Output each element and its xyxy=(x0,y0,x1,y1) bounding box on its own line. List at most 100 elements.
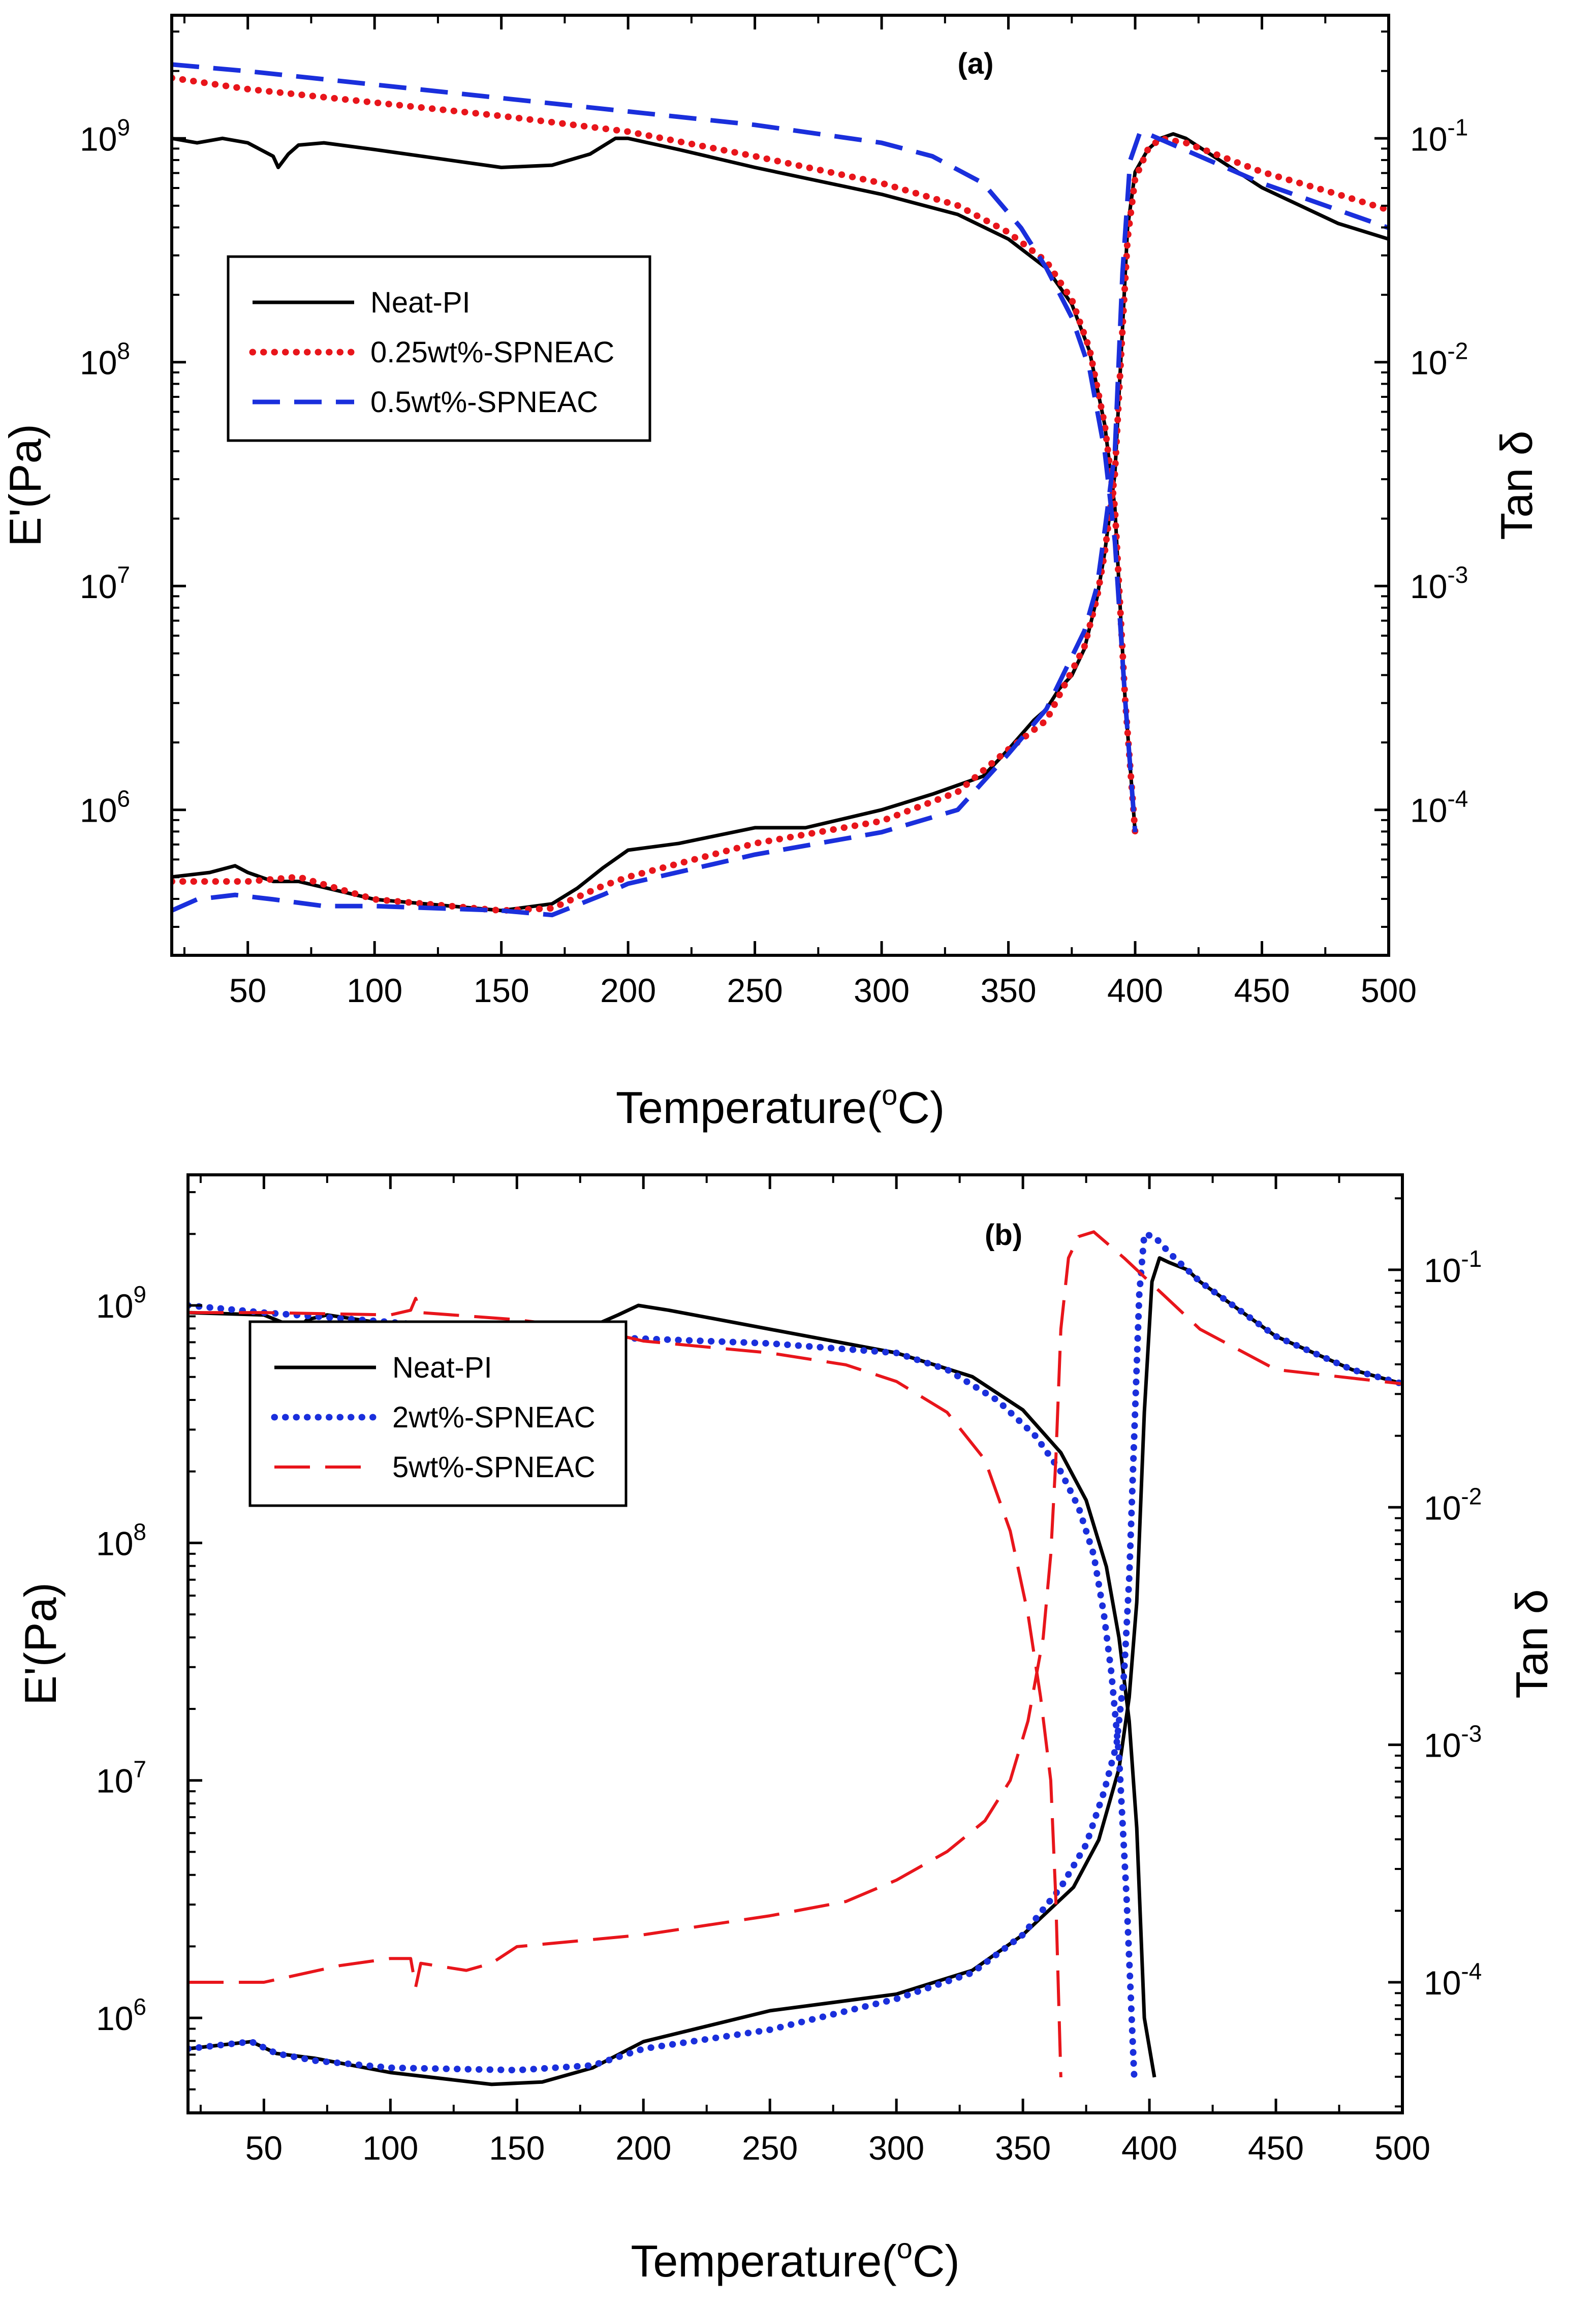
x-tick-label: 150 xyxy=(489,2129,545,2167)
y-tick-label: 107 xyxy=(96,1756,146,1800)
y-tick-base: 10 xyxy=(80,120,117,158)
x-tick-label: 150 xyxy=(474,972,529,1009)
x-tick-label: 50 xyxy=(229,972,266,1009)
y2-tick-base: 10 xyxy=(1424,1252,1461,1289)
series-0-25wt-spneac-tan-delta-line xyxy=(172,135,1389,914)
y-tick-exponent: 6 xyxy=(117,786,130,812)
x-tick-label: 500 xyxy=(1361,972,1417,1009)
x-axis-title-main: Temperature( xyxy=(631,2236,896,2286)
y-tick-exponent: 8 xyxy=(117,338,130,364)
x-tick-label: 350 xyxy=(995,2129,1051,2167)
y-tick-exponent: 7 xyxy=(117,562,130,588)
y-tick-base: 10 xyxy=(80,344,117,382)
y2-tick-label: 10-2 xyxy=(1424,1483,1482,1526)
x-tick-label: 300 xyxy=(854,972,910,1009)
panel-label: (a) xyxy=(958,47,994,80)
plot-frame xyxy=(186,1173,1404,2114)
y-tick-label: 106 xyxy=(80,786,130,829)
x-tick-label: 200 xyxy=(615,2129,671,2167)
y2-tick-exponent: -2 xyxy=(1447,338,1468,364)
x-tick-label: 100 xyxy=(347,972,402,1009)
x-axis-title: Temperature(oC) xyxy=(631,2232,959,2286)
y-tick-exponent: 8 xyxy=(133,1518,146,1545)
y-tick-exponent: 7 xyxy=(133,1756,146,1783)
y-tick-base: 10 xyxy=(96,2000,133,2037)
series-5wt-spneac-tan-delta-line xyxy=(188,1230,1402,1989)
legend-label: 0.25wt%-SPNEAC xyxy=(370,336,614,369)
y-tick-label: 107 xyxy=(80,562,130,605)
y2-tick-label: 10-1 xyxy=(1424,1245,1482,1289)
y2-tick-label: 10-4 xyxy=(1424,1958,1482,2002)
y-tick-exponent: 6 xyxy=(133,1993,146,2020)
plot-frame xyxy=(170,14,1390,957)
plot-area xyxy=(172,62,1389,918)
y2-tick-base: 10 xyxy=(1424,1964,1461,2002)
y2-tick-label: 10-3 xyxy=(1410,562,1468,605)
series-neat-pi-modulus-line xyxy=(172,136,1137,832)
y2-axis-title: Tan δ xyxy=(1491,430,1542,540)
y2-tick-base: 10 xyxy=(1410,120,1447,158)
y-tick-base: 10 xyxy=(96,1762,133,1800)
legend-label: Neat-PI xyxy=(370,286,471,319)
x-tick-label: 100 xyxy=(362,2129,418,2167)
y2-tick-base: 10 xyxy=(1424,1727,1461,1764)
y-tick-exponent: 9 xyxy=(133,1281,146,1307)
x-tick-label: 350 xyxy=(981,972,1037,1009)
y2-tick-label: 10-1 xyxy=(1410,114,1468,158)
y2-tick-exponent: -4 xyxy=(1461,1958,1482,1984)
y2-tick-base: 10 xyxy=(1410,568,1447,605)
chart-panel-b: 50 100 150 200 250 300 350 400 450 50010610710810… xyxy=(15,1173,1557,2286)
x-tick-label: 500 xyxy=(1374,2129,1430,2167)
y2-tick-label: 10-4 xyxy=(1410,786,1468,829)
y-tick-base: 10 xyxy=(80,792,117,829)
x-tick-label: 250 xyxy=(742,2129,798,2167)
y-tick-label: 106 xyxy=(96,1993,146,2037)
y2-tick-base: 10 xyxy=(1424,1489,1461,1526)
y-tick-label: 109 xyxy=(96,1281,146,1325)
x-tick-label: 250 xyxy=(727,972,783,1009)
y-axis-title: E'(Pa) xyxy=(15,1582,66,1705)
x-tick-label: 450 xyxy=(1248,2129,1304,2167)
y2-tick-exponent: -4 xyxy=(1447,786,1468,812)
legend: Neat-PI 2wt%-SPNEAC 5wt%-SPNEAC xyxy=(248,1320,628,1507)
x-tick-label: 400 xyxy=(1107,972,1163,1009)
x-axis-title-degree: o xyxy=(897,2232,913,2264)
y2-tick-label: 10-3 xyxy=(1424,1721,1482,1764)
y-tick-base: 10 xyxy=(80,568,117,605)
x-tick-label: 400 xyxy=(1121,2129,1177,2167)
x-axis-title: Temperature(oC) xyxy=(616,1079,945,1133)
series-0-5wt-spneac-tan-delta-line xyxy=(172,129,1389,918)
x-tick-label: 50 xyxy=(245,2129,283,2167)
legend-label: 5wt%-SPNEAC xyxy=(392,1451,596,1484)
y-tick-base: 10 xyxy=(96,1287,133,1325)
panel-label: (b) xyxy=(985,1219,1022,1252)
y-tick-label: 108 xyxy=(80,338,130,382)
y2-tick-label: 10-2 xyxy=(1410,338,1468,382)
y2-tick-exponent: -3 xyxy=(1461,1721,1482,1747)
y2-tick-exponent: -3 xyxy=(1447,562,1468,588)
legend-box xyxy=(248,1320,628,1507)
x-tick-label: 200 xyxy=(600,972,656,1009)
series-5wt-spneac-modulus-line xyxy=(188,1297,1062,2077)
x-tick-label: 300 xyxy=(868,2129,924,2167)
y-tick-exponent: 9 xyxy=(117,114,130,140)
y2-tick-base: 10 xyxy=(1410,792,1447,829)
y-axis-title: E'(Pa) xyxy=(0,424,50,547)
legend-label: Neat-PI xyxy=(392,1351,492,1384)
series-neat-pi-tan-delta-line xyxy=(188,1256,1402,2086)
series-0-5wt-spneac-modulus-line xyxy=(172,62,1138,833)
y2-tick-exponent: -2 xyxy=(1461,1483,1482,1509)
x-axis-title-main: Temperature( xyxy=(616,1082,882,1133)
legend: Neat-PI 0.25wt%-SPNEAC 0.5wt%-SPNEAC xyxy=(227,255,651,442)
y-tick-base: 10 xyxy=(96,1524,133,1562)
x-tick-label: 450 xyxy=(1234,972,1290,1009)
y-tick-label: 109 xyxy=(80,114,130,158)
x-axis-title-unit: C) xyxy=(913,2236,960,2286)
y2-tick-base: 10 xyxy=(1410,344,1447,382)
legend-box xyxy=(227,255,651,442)
x-axis-title-degree: o xyxy=(882,1079,897,1111)
y2-tick-exponent: -1 xyxy=(1447,114,1468,140)
series-neat-pi-tan-delta-line xyxy=(172,132,1389,913)
y-tick-label: 108 xyxy=(96,1518,146,1562)
